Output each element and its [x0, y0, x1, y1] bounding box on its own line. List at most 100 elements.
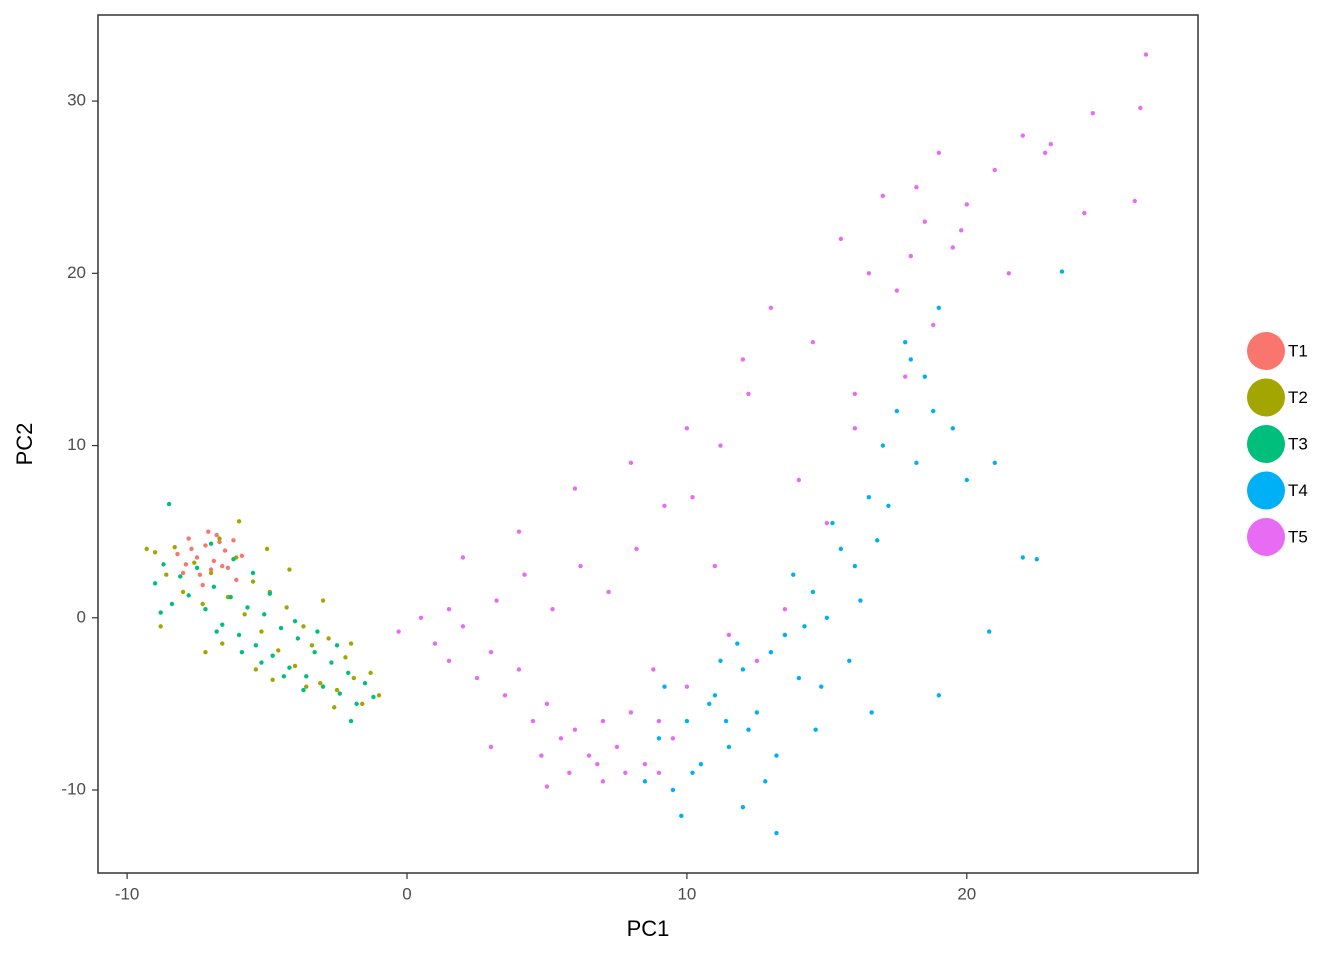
- point: [651, 667, 656, 672]
- point: [164, 572, 169, 577]
- point: [578, 563, 583, 569]
- point: [782, 606, 788, 612]
- point: [726, 632, 732, 638]
- point: [214, 629, 219, 634]
- point: [866, 495, 872, 500]
- point: [231, 538, 236, 543]
- point: [304, 674, 309, 679]
- point: [886, 503, 891, 509]
- point: [267, 591, 273, 596]
- point: [152, 581, 158, 586]
- point: [301, 624, 306, 629]
- point: [281, 674, 287, 679]
- point: [304, 684, 309, 689]
- point: [544, 701, 550, 707]
- point: [183, 562, 189, 567]
- point: [950, 245, 956, 250]
- point: [329, 660, 334, 665]
- point: [567, 770, 572, 775]
- point: [460, 555, 466, 560]
- point: [880, 443, 886, 448]
- point: [360, 701, 365, 707]
- point: [228, 594, 233, 600]
- point: [847, 658, 852, 664]
- point: [796, 477, 802, 483]
- point: [922, 219, 928, 224]
- point: [144, 546, 149, 552]
- point: [558, 736, 564, 741]
- point: [488, 744, 494, 750]
- point: [337, 691, 343, 696]
- point: [354, 701, 359, 707]
- point: [824, 615, 830, 620]
- x-tick-label: 20: [957, 884, 976, 903]
- point: [295, 636, 301, 641]
- point: [418, 615, 424, 620]
- point: [656, 718, 662, 724]
- points-layer: [144, 52, 1149, 836]
- point: [810, 589, 816, 595]
- point: [634, 546, 639, 552]
- point: [1034, 557, 1039, 562]
- point: [922, 374, 928, 379]
- point: [194, 565, 200, 571]
- y-axis-title: PC2: [12, 423, 37, 466]
- point: [992, 167, 997, 173]
- point: [200, 582, 205, 588]
- point: [203, 543, 208, 548]
- point: [178, 574, 183, 579]
- point: [572, 727, 578, 732]
- point: [908, 253, 914, 259]
- point: [250, 579, 256, 584]
- x-tick-label: 10: [677, 884, 696, 903]
- legend-label: T1: [1288, 341, 1308, 360]
- point: [746, 727, 751, 732]
- legend-label: T5: [1288, 527, 1308, 546]
- point: [1006, 271, 1011, 276]
- point: [371, 694, 376, 700]
- point: [670, 787, 676, 793]
- point: [214, 532, 219, 538]
- point: [712, 563, 718, 569]
- point: [600, 718, 606, 724]
- point: [192, 560, 197, 565]
- point: [250, 570, 256, 576]
- point: [866, 271, 872, 276]
- point: [726, 744, 732, 750]
- point: [950, 426, 956, 431]
- point: [959, 228, 964, 233]
- point: [348, 641, 354, 646]
- point: [172, 544, 177, 550]
- point: [318, 681, 323, 686]
- point: [320, 684, 326, 689]
- point: [516, 529, 522, 534]
- point: [768, 650, 774, 655]
- point: [348, 718, 354, 724]
- plot-panel: [98, 15, 1198, 873]
- point: [217, 539, 222, 545]
- point: [208, 570, 214, 576]
- point: [292, 619, 298, 624]
- point: [931, 408, 936, 414]
- point: [740, 667, 746, 672]
- legend-swatch: [1247, 518, 1285, 556]
- point: [474, 675, 480, 681]
- point: [225, 565, 231, 571]
- legend-swatch: [1247, 332, 1285, 370]
- y-tick-label: 10: [67, 435, 86, 454]
- point: [236, 632, 242, 638]
- point: [211, 584, 217, 589]
- point: [326, 636, 331, 641]
- point: [852, 563, 858, 569]
- plot-border: [97, 14, 1199, 874]
- point: [782, 632, 788, 638]
- point: [914, 185, 919, 190]
- point: [158, 624, 163, 629]
- point: [516, 667, 522, 672]
- point: [936, 693, 942, 698]
- point: [186, 593, 191, 598]
- point: [343, 655, 348, 660]
- point: [245, 605, 250, 610]
- point: [550, 606, 555, 612]
